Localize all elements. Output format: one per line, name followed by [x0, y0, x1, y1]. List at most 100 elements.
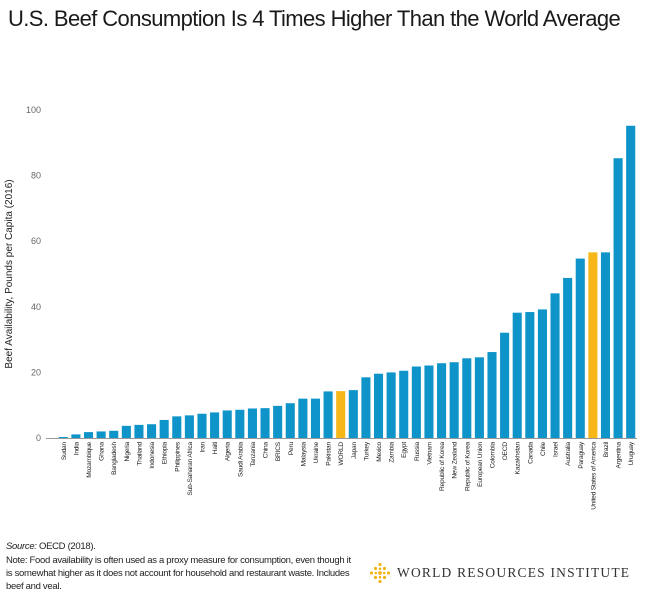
bar: [424, 365, 434, 438]
bar: [273, 405, 283, 438]
page-title: U.S. Beef Consumption Is 4 Times Higher …: [8, 6, 621, 31]
bar: [575, 258, 585, 438]
bar: [437, 363, 447, 438]
x-tick-label: Australia: [565, 441, 572, 465]
x-tick-label: Ukraine: [313, 441, 320, 463]
bar: [323, 391, 333, 438]
x-tick-label: Republic of Korea: [464, 441, 471, 491]
x-tick-label: Turkey: [363, 441, 370, 461]
bar: [210, 412, 220, 438]
x-tick-label: Chile: [540, 441, 547, 456]
y-tick-label: 100: [26, 105, 41, 115]
bar: [134, 424, 144, 438]
note-text: Note: Food availability is often used as…: [6, 555, 351, 592]
x-tick-label: Tanzania: [250, 441, 257, 466]
x-tick-label: United States of America: [590, 441, 597, 509]
x-tick-label: Malaysia: [300, 441, 307, 466]
bar: [260, 408, 270, 438]
bar: [537, 309, 547, 438]
bar: [474, 357, 484, 438]
x-tick-label: Canada: [527, 441, 534, 463]
bar: [222, 410, 232, 438]
bar: [83, 432, 94, 438]
bar: [71, 434, 81, 438]
bar: [588, 252, 598, 438]
x-tick-label: India: [73, 441, 80, 455]
bar: [361, 377, 371, 438]
x-tick-label: Indonesia: [149, 441, 156, 468]
bar: [411, 366, 421, 438]
bar: [386, 372, 396, 438]
x-tick-label: Mozambique: [86, 441, 93, 477]
bar: [399, 370, 409, 438]
x-tick-label: Paraguay: [578, 441, 585, 469]
wri-logo-text: WORLD RESOURCES INSTITUTE: [397, 565, 631, 580]
bar: [449, 362, 459, 438]
bar: [197, 413, 207, 438]
x-tick-label: New Zealand: [452, 441, 459, 478]
bar: [348, 390, 358, 438]
x-tick-label: Japan: [351, 441, 358, 458]
bar: [613, 158, 623, 438]
bar-chart: Beef Availability, Pounds per Capita (20…: [4, 105, 637, 510]
bar: [373, 373, 384, 438]
x-tick-label: Egypt: [401, 442, 408, 458]
bar: [500, 332, 510, 438]
y-tick-label: 80: [31, 171, 41, 181]
x-tick-label: Philippines: [174, 441, 181, 472]
x-tick-label: Sudan: [61, 441, 68, 460]
x-tick-label: Israel: [553, 441, 560, 457]
x-tick-label: Vietnam: [426, 441, 433, 464]
bar: [184, 415, 194, 438]
x-tick-label: Peru: [288, 441, 295, 455]
x-tick-label: Republic of Korea: [439, 441, 446, 491]
bar: [462, 358, 472, 438]
x-tick-label: WORLD: [338, 442, 345, 466]
bar: [512, 312, 522, 438]
x-tick-label: BRICS: [275, 441, 282, 461]
bar: [58, 437, 68, 438]
bars: [58, 125, 636, 439]
x-tick-labels: Sudan India Mozambique Ghana Bangladesh Niger…: [61, 441, 635, 510]
y-tick-labels: 0 20 40 60 80 100: [26, 105, 41, 443]
x-tick-label: Uruguay: [628, 441, 635, 465]
x-tick-label: Zambia: [389, 441, 396, 462]
bar: [235, 409, 245, 438]
x-tick-label: Pakistan: [326, 441, 333, 465]
x-tick-label: Bangladesh: [111, 441, 118, 474]
y-tick-label: 40: [31, 302, 41, 312]
bar: [121, 425, 131, 438]
source-label: Source:: [6, 541, 37, 552]
bar: [109, 430, 119, 438]
bar: [159, 419, 169, 438]
bar: [247, 408, 257, 438]
source-value: OECD (2018).: [36, 541, 96, 552]
x-tick-label: Brazil: [603, 441, 610, 457]
x-tick-label: Haiti: [212, 441, 219, 454]
y-tick-label: 0: [36, 433, 41, 443]
y-axis-label-group: Beef Availability, Pounds per Capita (20…: [4, 179, 15, 368]
x-tick-label: China: [263, 441, 270, 458]
wri-logo: WORLD RESOURCES INSTITUTE: [369, 562, 630, 584]
x-tick-label: European Union: [477, 441, 484, 486]
wri-logo-icon: [369, 562, 391, 584]
x-tick-label: Sub-Saharan Africa: [187, 441, 194, 495]
bar: [626, 125, 636, 439]
x-tick-label: Ghana: [99, 441, 106, 460]
x-tick-label: Iran: [200, 441, 207, 452]
y-axis-label: Beef Availability, Pounds per Capita (20…: [4, 179, 15, 368]
bar: [298, 398, 308, 438]
x-tick-label: OECD: [502, 442, 509, 461]
bar: [285, 403, 295, 438]
y-tick-label: 60: [31, 236, 41, 246]
bar: [172, 416, 182, 438]
x-tick-label: Ethiopia: [162, 441, 169, 464]
y-tick-label: 20: [31, 367, 41, 377]
x-tick-label: Algeria: [225, 441, 232, 461]
x-tick-label: Colombia: [490, 441, 497, 468]
x-tick-label: Mexico: [376, 441, 383, 461]
bar: [563, 277, 573, 438]
source-text: Source: OECD (2018).: [6, 540, 96, 553]
bar: [487, 352, 497, 438]
bar: [147, 424, 157, 438]
